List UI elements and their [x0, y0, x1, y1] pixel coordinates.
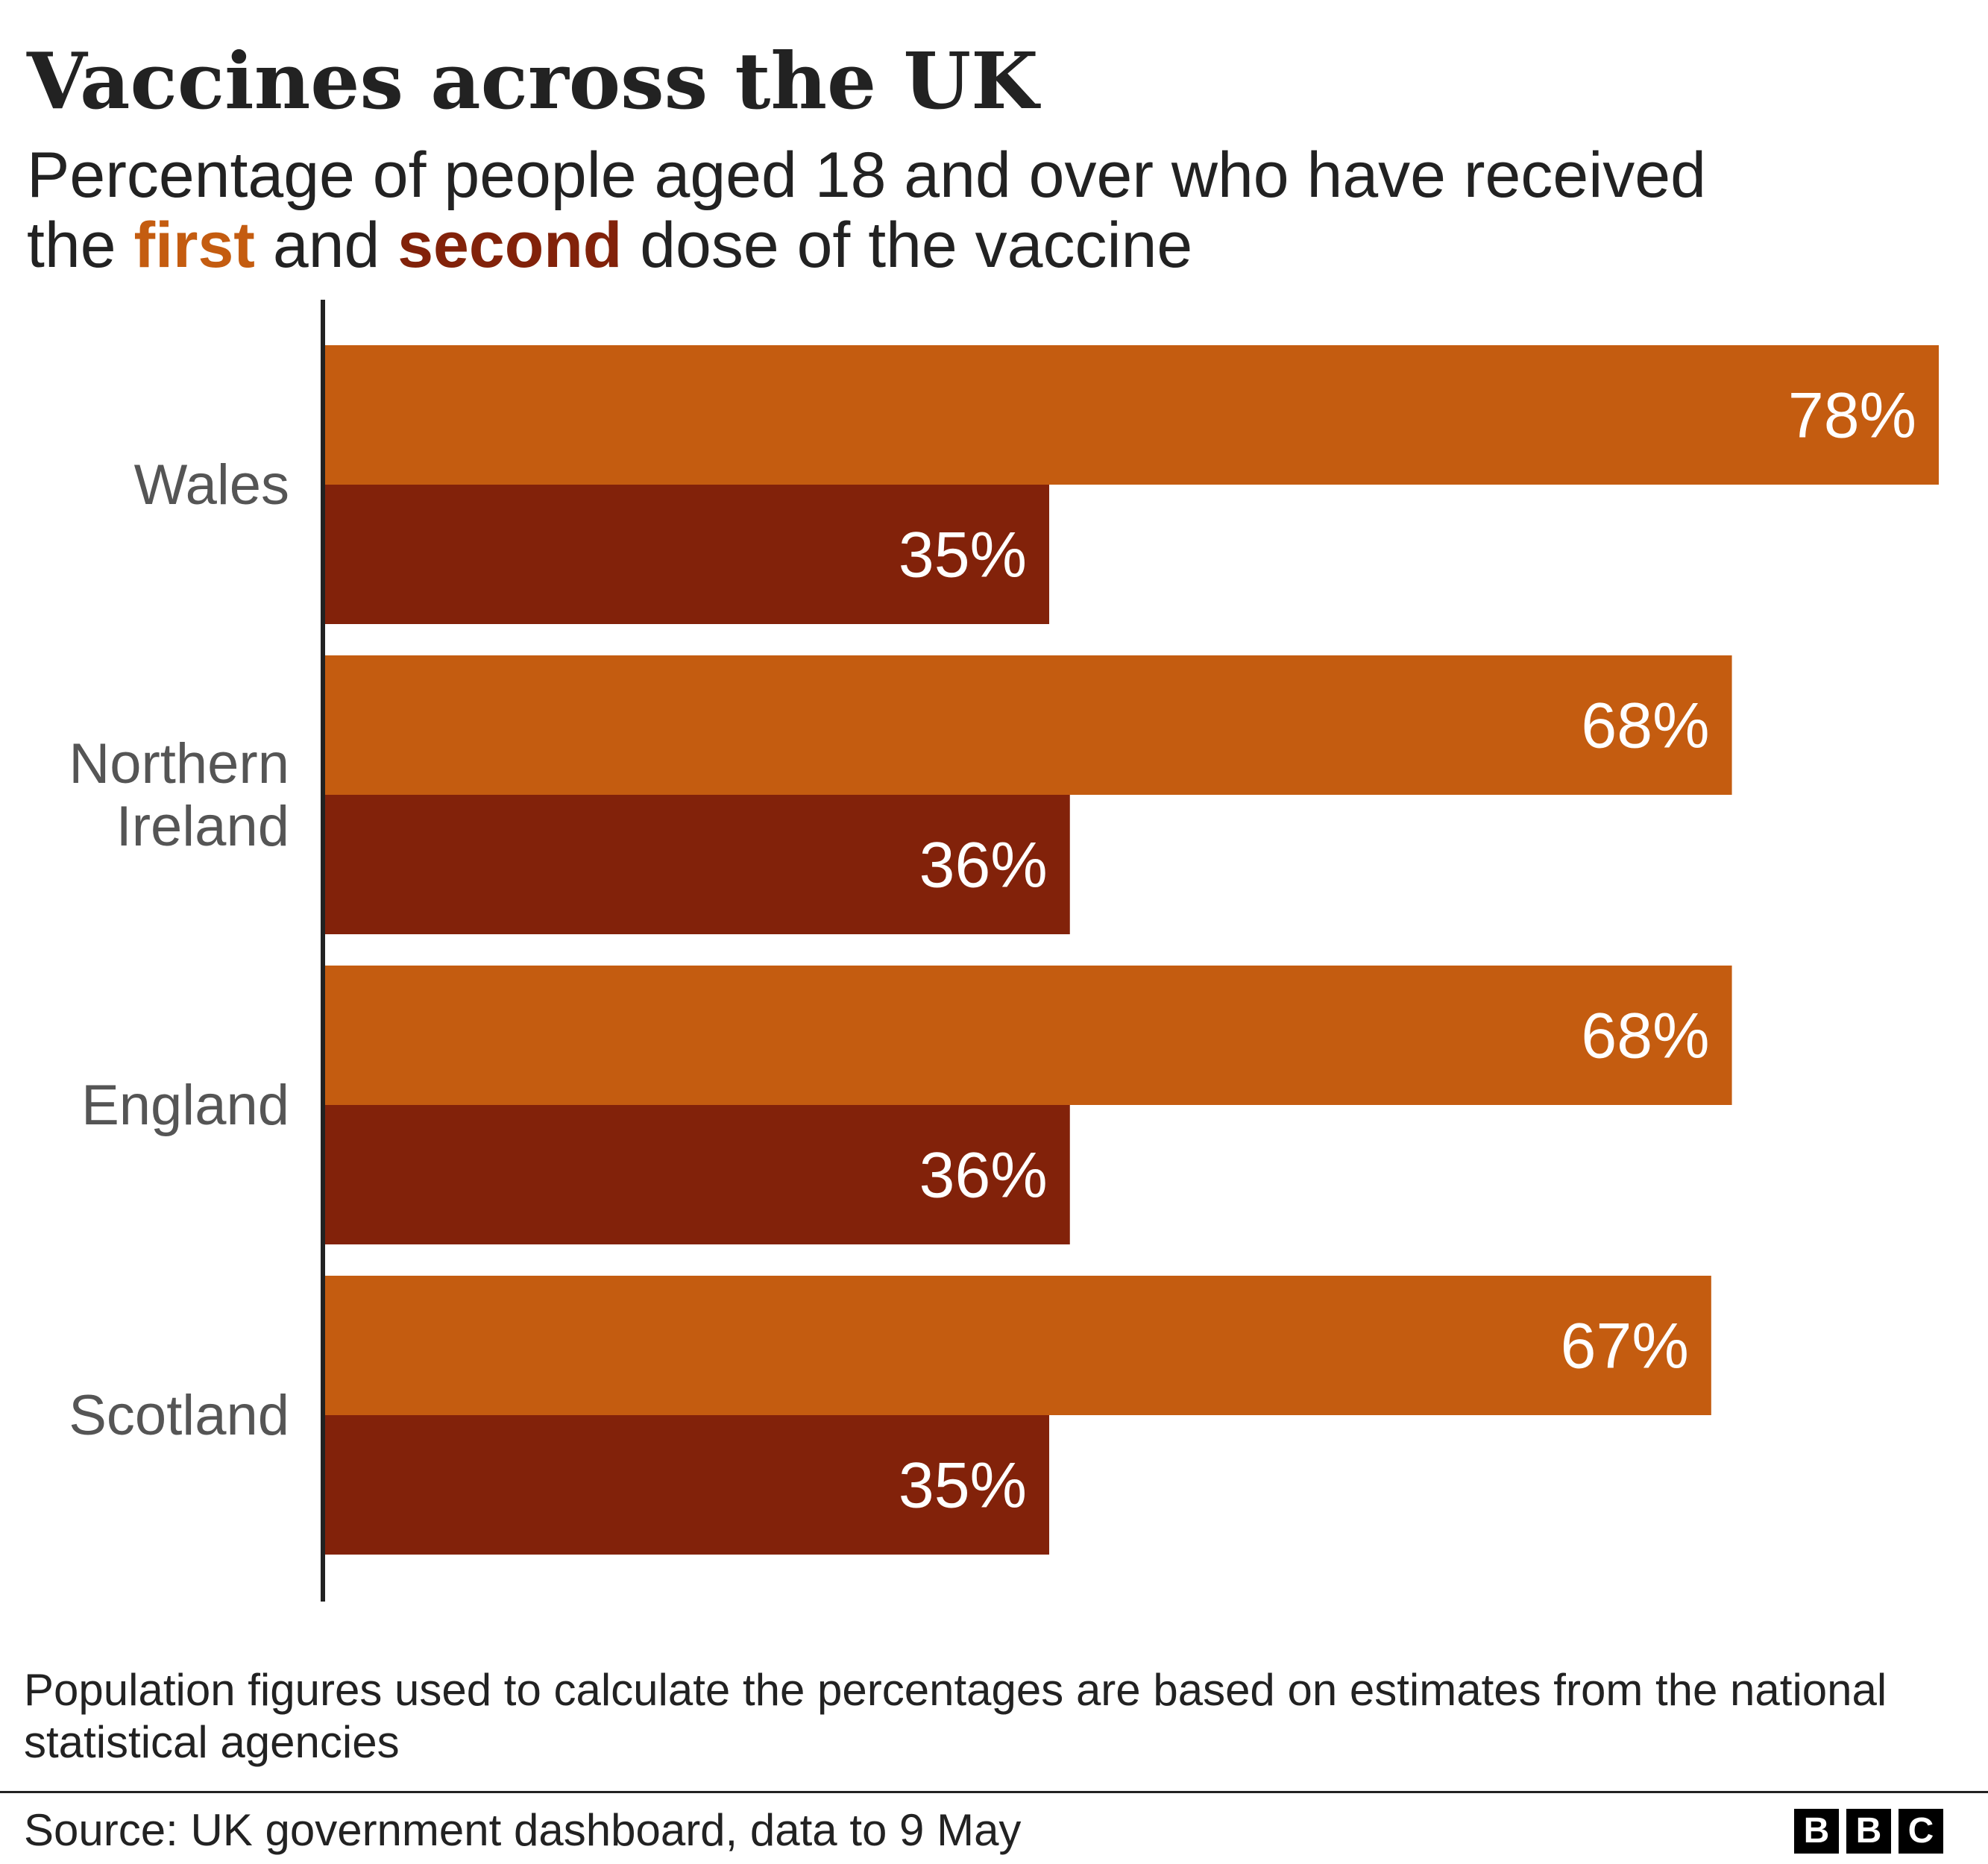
- bar-value-label: 78%: [1788, 380, 1916, 452]
- subtitle-mid: and: [254, 210, 398, 281]
- footer-divider: [0, 1791, 1988, 1793]
- chart-subtitle: Percentage of people aged 18 and over wh…: [27, 140, 1951, 280]
- bar-first-dose: [325, 655, 1732, 795]
- source-text: Source: UK government dashboard, data to…: [24, 1805, 1022, 1855]
- bar-value-label: 35%: [899, 1450, 1027, 1522]
- bar-second-dose: [325, 795, 1070, 934]
- bar-second-dose: [325, 485, 1050, 624]
- category-label-line: Scotland: [69, 1384, 289, 1447]
- bar-first-dose: [325, 966, 1732, 1105]
- subtitle-pre: the: [27, 210, 134, 281]
- category-label-line: Northern: [69, 732, 289, 796]
- subtitle-second: second: [397, 210, 623, 281]
- category-label-line: Ireland: [116, 795, 289, 858]
- bar-value-label: 35%: [899, 520, 1027, 591]
- bar-first-dose: [325, 345, 1939, 485]
- bbc-logo-letter: B: [1794, 1809, 1839, 1854]
- bar-value-label: 67%: [1561, 1311, 1689, 1382]
- bar-value-label: 36%: [919, 830, 1048, 901]
- footnote: Population figures used to calculate the…: [24, 1665, 1887, 1767]
- category-label-line: Wales: [134, 453, 289, 517]
- category-label: Scotland: [69, 1384, 289, 1447]
- bar-value-label: 68%: [1581, 1001, 1709, 1072]
- bbc-logo: B B C: [1794, 1809, 1943, 1854]
- bar-value-label: 36%: [919, 1140, 1048, 1212]
- subtitle-first: first: [133, 210, 255, 281]
- category-label-line: England: [81, 1074, 289, 1137]
- bar-second-dose: [325, 1105, 1070, 1244]
- subtitle-post: dose of the vaccine: [622, 210, 1193, 281]
- bar-chart: 78% 35% Wales 68% 36% Northern Ireland 68% 36% En…: [69, 300, 1939, 1602]
- bbc-logo-letter: C: [1899, 1809, 1943, 1854]
- bar-value-label: 68%: [1581, 690, 1709, 762]
- category-label: England: [81, 1074, 289, 1137]
- bbc-logo-letter: B: [1846, 1809, 1891, 1854]
- subtitle-line-1: Percentage of people aged 18 and over wh…: [27, 139, 1706, 211]
- category-label: Northern Ireland: [69, 732, 289, 858]
- bar-second-dose: [325, 1415, 1050, 1555]
- category-label: Wales: [134, 453, 289, 517]
- bar-first-dose: [325, 1276, 1711, 1415]
- chart-title: Vaccines across the UK: [27, 35, 1039, 127]
